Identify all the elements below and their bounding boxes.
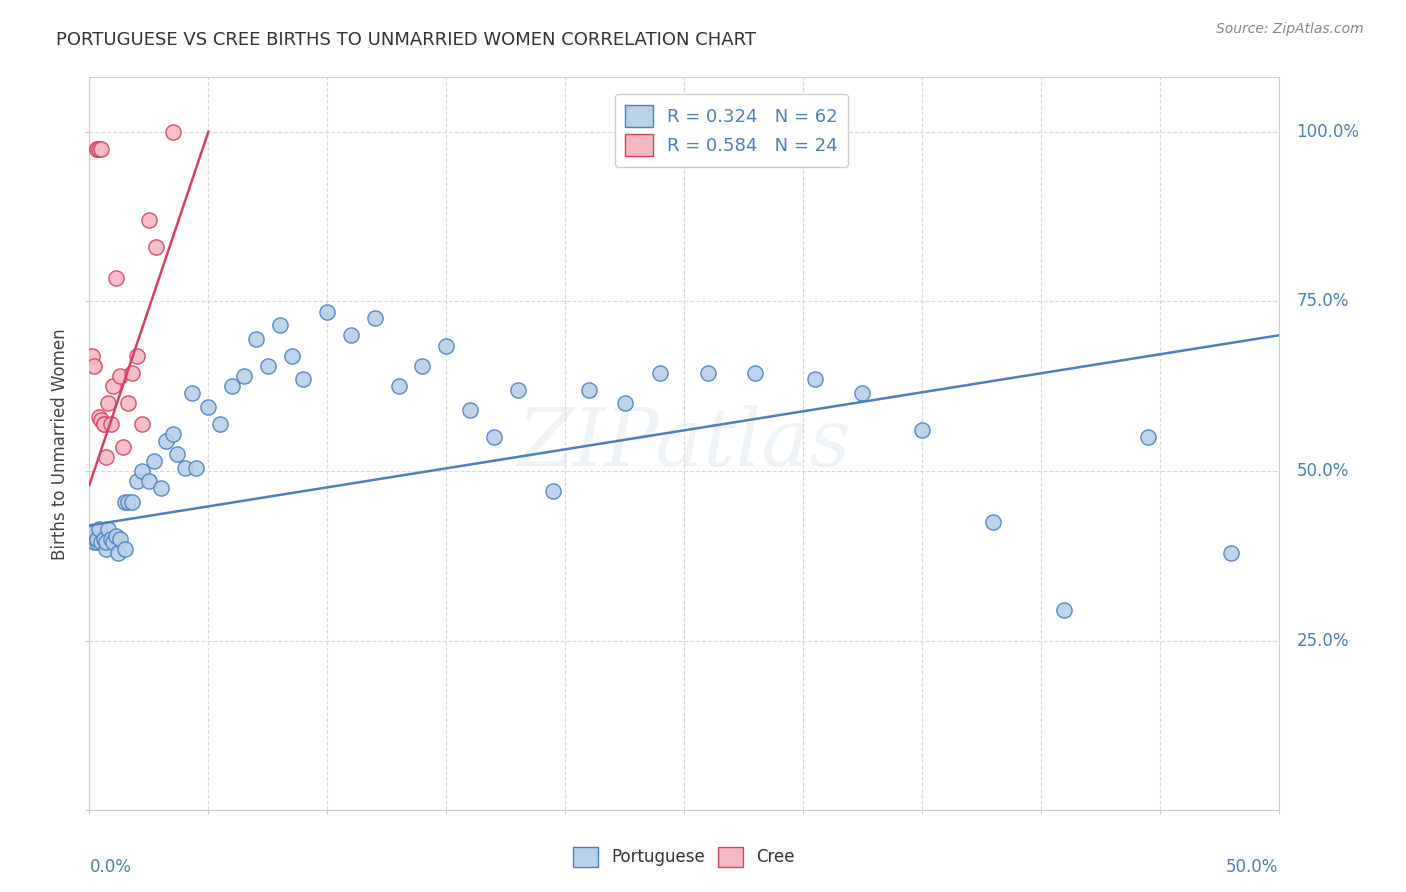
- Point: [114, 542, 136, 557]
- Point: [180, 386, 202, 401]
- Point: [86, 532, 108, 546]
- Point: [186, 460, 208, 475]
- Text: 25.0%: 25.0%: [1296, 632, 1348, 649]
- Point: [458, 403, 481, 417]
- Point: [1136, 430, 1159, 444]
- Point: [280, 349, 302, 363]
- Point: [86, 142, 108, 156]
- Point: [117, 396, 139, 410]
- Point: [83, 359, 105, 373]
- Point: [83, 535, 105, 549]
- Point: [110, 369, 132, 384]
- Point: [90, 535, 112, 549]
- Point: [541, 484, 564, 499]
- Point: [138, 213, 160, 227]
- Point: [209, 417, 232, 431]
- Point: [125, 475, 148, 489]
- Point: [851, 386, 873, 401]
- Point: [744, 366, 766, 380]
- Text: 75.0%: 75.0%: [1296, 293, 1348, 310]
- Point: [482, 430, 505, 444]
- Text: 50.0%: 50.0%: [1226, 858, 1278, 876]
- Point: [104, 528, 127, 542]
- Point: [411, 359, 433, 373]
- Text: ZIPatlas: ZIPatlas: [517, 405, 851, 483]
- Point: [613, 396, 636, 410]
- Point: [100, 532, 122, 546]
- Point: [90, 413, 112, 427]
- Point: [316, 304, 339, 318]
- Point: [142, 454, 165, 468]
- Point: [87, 142, 110, 156]
- Point: [86, 142, 108, 156]
- Point: [145, 240, 167, 254]
- Point: [131, 417, 153, 431]
- Point: [221, 379, 243, 393]
- Point: [100, 417, 122, 431]
- Text: Source: ZipAtlas.com: Source: ZipAtlas.com: [1216, 22, 1364, 37]
- Point: [93, 532, 115, 546]
- Point: [107, 545, 129, 559]
- Text: 50.0%: 50.0%: [1296, 462, 1348, 480]
- Point: [256, 359, 278, 373]
- Point: [197, 400, 219, 414]
- Point: [162, 125, 184, 139]
- Point: [93, 417, 115, 431]
- Point: [94, 542, 117, 557]
- Point: [162, 426, 184, 441]
- Legend: Portuguese, Cree: Portuguese, Cree: [565, 838, 803, 875]
- Point: [340, 328, 363, 343]
- Point: [233, 369, 256, 384]
- Point: [1220, 545, 1243, 559]
- Point: [103, 379, 125, 393]
- Point: [364, 311, 387, 326]
- Point: [104, 270, 127, 285]
- Point: [138, 475, 160, 489]
- Point: [87, 522, 110, 536]
- Point: [434, 338, 457, 352]
- Point: [117, 494, 139, 508]
- Point: [97, 522, 120, 536]
- Point: [292, 372, 315, 386]
- Point: [125, 349, 148, 363]
- Point: [650, 366, 672, 380]
- Text: PORTUGUESE VS CREE BIRTHS TO UNMARRIED WOMEN CORRELATION CHART: PORTUGUESE VS CREE BIRTHS TO UNMARRIED W…: [56, 31, 756, 49]
- Point: [86, 535, 108, 549]
- Point: [173, 460, 195, 475]
- Point: [97, 396, 120, 410]
- Point: [155, 434, 177, 448]
- Point: [121, 494, 143, 508]
- Point: [103, 535, 125, 549]
- Point: [149, 481, 172, 495]
- Point: [94, 535, 117, 549]
- Point: [94, 450, 117, 465]
- Point: [121, 366, 143, 380]
- Point: [80, 528, 103, 542]
- Point: [111, 440, 134, 454]
- Point: [90, 142, 112, 156]
- Point: [83, 525, 105, 540]
- Text: 100.0%: 100.0%: [1296, 123, 1360, 141]
- Point: [87, 409, 110, 424]
- Point: [114, 494, 136, 508]
- Point: [80, 349, 103, 363]
- Point: [506, 383, 529, 397]
- Point: [388, 379, 411, 393]
- Y-axis label: Births to Unmarried Women: Births to Unmarried Women: [52, 328, 69, 559]
- Point: [166, 447, 188, 461]
- Point: [804, 372, 827, 386]
- Point: [696, 366, 718, 380]
- Point: [245, 332, 267, 346]
- Point: [131, 464, 153, 478]
- Point: [578, 383, 600, 397]
- Point: [269, 318, 291, 333]
- Point: [93, 417, 115, 431]
- Text: 0.0%: 0.0%: [90, 858, 131, 876]
- Point: [981, 515, 1004, 529]
- Point: [110, 532, 132, 546]
- Point: [1053, 603, 1076, 617]
- Point: [911, 423, 934, 437]
